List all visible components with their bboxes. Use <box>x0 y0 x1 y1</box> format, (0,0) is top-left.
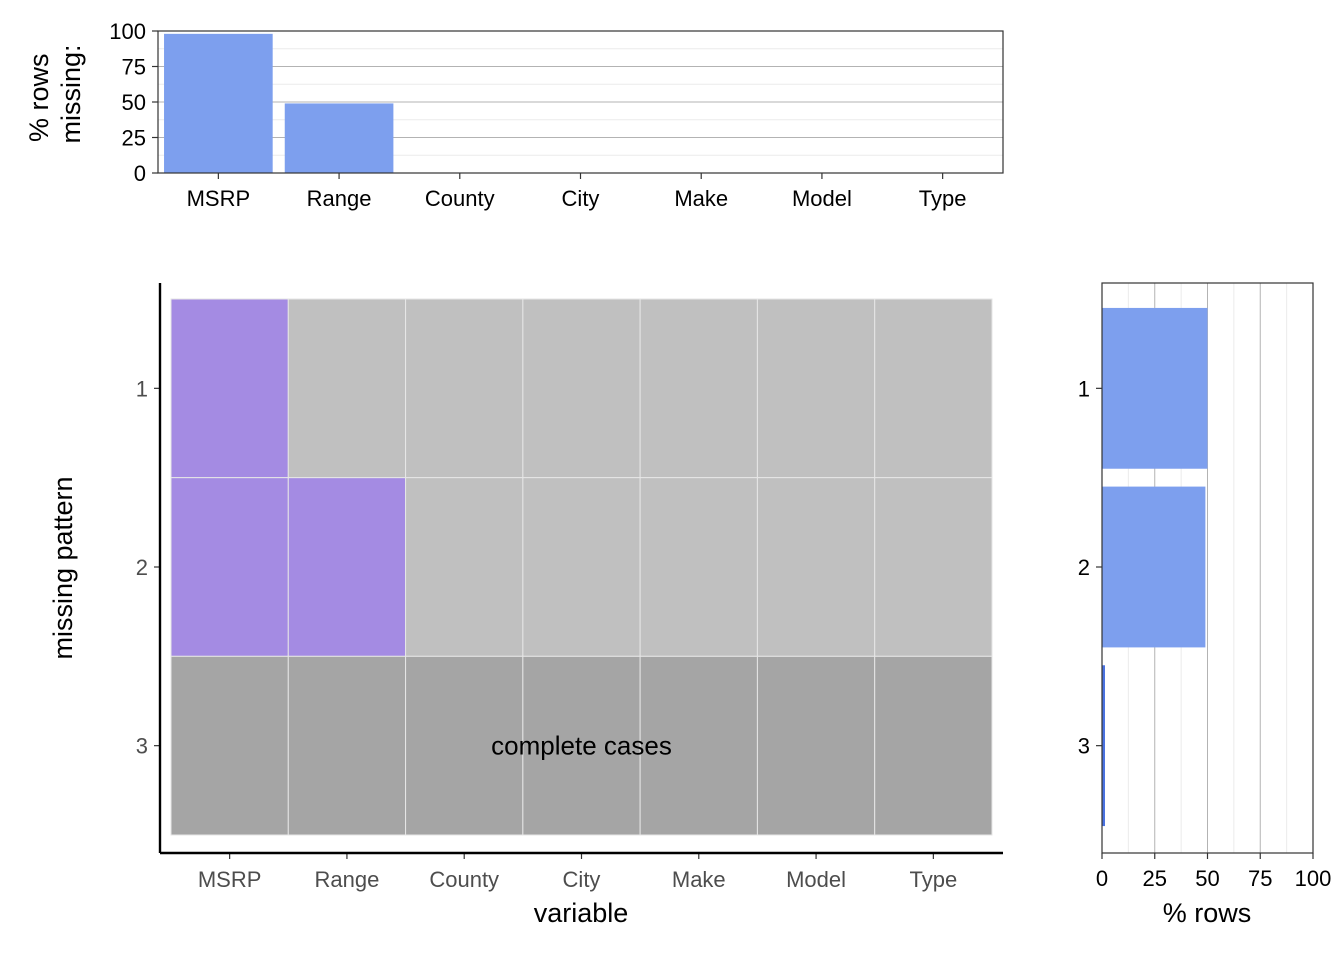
heatmap-cell-1-city <box>522 298 641 479</box>
right-x-tick-label: 75 <box>1248 866 1272 891</box>
top-x-tick-label: City <box>562 186 600 211</box>
top-x-tick-label: Range <box>307 186 372 211</box>
heatmap-cell-1-make <box>639 298 758 479</box>
heatmap-cell-2-type <box>874 477 993 657</box>
top-x-tick-label: Model <box>792 186 852 211</box>
top-y-tick-label: 25 <box>122 126 146 151</box>
top-panel-border <box>157 30 1004 174</box>
right-y-tick-label: 1 <box>1078 376 1090 401</box>
top-bar-range <box>284 103 394 173</box>
top-bar-panel: 0 25 50 75 100 MSRP Range County City Make Model Ty… <box>109 19 1004 211</box>
main-y-axis-title: missing pattern <box>48 476 78 659</box>
top-x-tick-label: County <box>425 186 495 211</box>
top-y-axis-title: % rows missing: <box>24 44 86 143</box>
heatmap-cell-3-range <box>287 655 407 836</box>
top-y-tick-label: 50 <box>122 90 146 115</box>
right-x-axis-title: % rows <box>1163 898 1252 928</box>
heatmap-cell-3-model <box>756 655 876 836</box>
top-y-axis-title-line-2: missing: <box>56 44 86 143</box>
main-x-tick-label: County <box>429 867 499 892</box>
top-bar-msrp <box>164 33 273 174</box>
top-x-tick-label: Type <box>919 186 967 211</box>
heatmap-cell-1-range <box>287 298 407 479</box>
top-y-tick-label: 0 <box>134 161 146 186</box>
main-x-tick-label: MSRP <box>198 867 262 892</box>
heatmap-cell-2-msrp <box>170 477 289 657</box>
right-x-tick-label: 50 <box>1195 866 1219 891</box>
heatmap-cell-2-city <box>522 477 641 657</box>
main-y-tick-label: 1 <box>136 376 148 401</box>
heatmap-cell-2-range <box>287 477 407 657</box>
main-x-tick-label: Make <box>672 867 726 892</box>
right-bar-pattern-1 <box>1102 307 1208 469</box>
heatmap-cell-3-county <box>405 655 524 836</box>
right-x-tick-label: 25 <box>1143 866 1167 891</box>
heatmap-cell-2-county <box>405 477 524 657</box>
heatmap-cell-3-city <box>522 655 641 836</box>
top-x-tick-label: MSRP <box>187 186 251 211</box>
main-x-tick-label: Range <box>315 867 380 892</box>
right-y-tick-label: 2 <box>1078 555 1090 580</box>
main-y-tick-label: 2 <box>136 555 148 580</box>
top-y-tick-label: 100 <box>109 19 146 44</box>
main-x-tick-label: Type <box>910 867 958 892</box>
heatmap-cell-3-type <box>874 655 993 836</box>
top-x-tick-label: Make <box>674 186 728 211</box>
main-x-tick-label: Model <box>786 867 846 892</box>
heatmap-cell-1-type <box>874 298 993 479</box>
heatmap-cell-1-msrp <box>170 298 289 479</box>
heatmap-cell-1-model <box>756 298 876 479</box>
right-panel-border <box>1101 282 1314 854</box>
right-bar-pattern-3 <box>1102 665 1105 827</box>
heatmap-cell-3-msrp <box>170 655 289 836</box>
top-y-axis-title-line-1: % rows <box>24 54 54 143</box>
heatmap-cell-2-make <box>639 477 758 657</box>
heatmap-cell-1-county <box>405 298 524 479</box>
heatmap-cell-3-make <box>639 655 758 836</box>
right-x-tick-label: 0 <box>1096 866 1108 891</box>
heatmap-cell-2-model <box>756 477 876 657</box>
main-y-tick-label: 3 <box>136 734 148 759</box>
right-bar-pattern-2 <box>1102 486 1206 648</box>
complete-cases-label: complete cases <box>491 731 672 761</box>
main-x-tick-label: City <box>563 867 601 892</box>
right-y-tick-label: 3 <box>1078 734 1090 759</box>
right-bar-panel: 0 25 50 75 100 1 2 3 <box>1078 282 1332 891</box>
main-x-axis-title: variable <box>534 898 629 928</box>
right-x-tick-label: 100 <box>1295 866 1332 891</box>
missing-pattern-heatmap: 1 2 3 MSRP Range County City Make Model Type compl… <box>136 283 1003 892</box>
top-y-tick-label: 75 <box>122 55 146 80</box>
